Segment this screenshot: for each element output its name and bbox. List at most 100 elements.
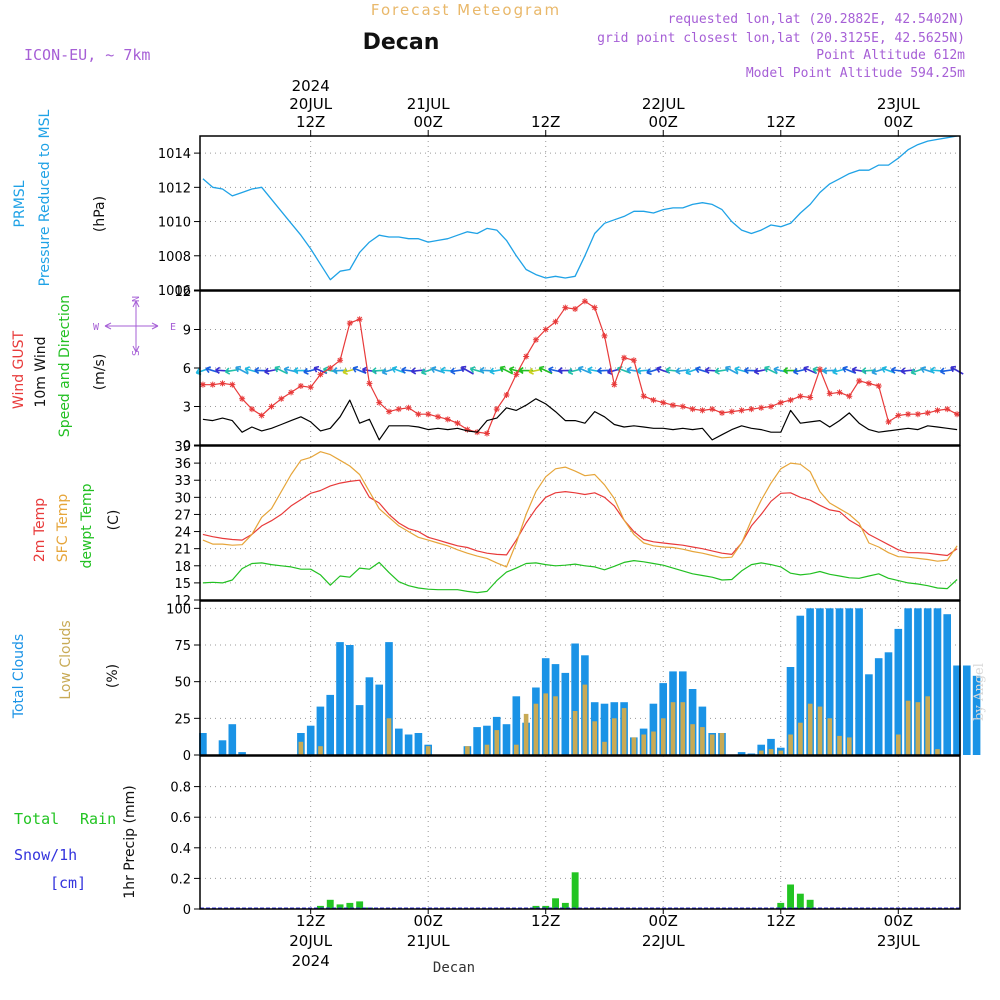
wind-gust-marker (572, 305, 579, 312)
total-clouds-bar (767, 738, 775, 755)
total-clouds-bar (865, 674, 873, 755)
temperature-ytick-label: 21 (174, 543, 191, 558)
wind-panel-labels: Wind GUST 10m Wind Speed and Direction (… (11, 295, 176, 437)
low-clouds-bar (582, 684, 588, 755)
total-clouds-bar (306, 725, 315, 755)
total-clouds-bar (600, 703, 609, 755)
compass-rose: N S W E (93, 296, 176, 356)
10m-wind-label: 10m Wind (33, 336, 49, 407)
bottom-axis-label: 2024 (292, 952, 330, 970)
low-clouds-bar (847, 737, 852, 755)
low-clouds-bar (915, 702, 921, 755)
wind-gust-marker (601, 332, 608, 339)
total-clouds-bar (835, 608, 844, 755)
low-clouds-bar (592, 721, 597, 755)
wind-gust-marker (297, 382, 304, 389)
low-clouds-bar (778, 750, 784, 755)
wind-direction-arrow (235, 365, 249, 375)
wind-gust-marker (787, 397, 794, 404)
precip-bar (317, 905, 324, 909)
total-clouds-bar (904, 608, 912, 755)
bottom-axis-label: 00Z (884, 912, 913, 930)
wind-gust-marker (895, 412, 902, 419)
low-clouds-bar (925, 696, 930, 755)
wind-arrow-shape (460, 365, 474, 375)
low-clouds-bar (465, 746, 470, 755)
top-axis-label: 23JUL (877, 95, 920, 113)
total-clouds-bar (806, 608, 814, 755)
wind-gust-marker (229, 381, 236, 388)
total-clouds-bar (894, 628, 903, 755)
wind-gust-marker (386, 408, 393, 415)
bottom-axis-label: 21JUL (407, 932, 450, 950)
wind-gust-marker (816, 366, 823, 373)
precip-ytick-label: 0.2 (170, 872, 191, 887)
wind-gust-marker (934, 407, 941, 414)
top-axis-label: 22JUL (642, 95, 685, 113)
wind-direction-arrow (352, 365, 367, 374)
hpa-unit-label: (hPa) (92, 196, 108, 232)
wind-ytick-label: 9 (183, 324, 191, 339)
temperature-ytick-label: 39 (174, 440, 191, 455)
wind-gust-marker (239, 395, 246, 402)
wind-gust-marker (826, 390, 833, 397)
wind-gust-marker (346, 320, 353, 327)
pressure-ytick-label: 1014 (158, 147, 191, 162)
percent-unit-label: (%) (105, 664, 121, 688)
bottom-axis-label: 12Z (766, 912, 795, 930)
wind-gust-marker (914, 411, 921, 418)
clouds-ytick-label: 25 (174, 712, 191, 727)
low-clouds-bar (386, 718, 392, 755)
temperature-ytick-label: 27 (174, 508, 191, 523)
low-clouds-bar (905, 700, 911, 755)
top-axis-label: 12Z (296, 113, 325, 131)
wind-arrow-shape (950, 365, 964, 375)
speed-direction-label: Speed and Direction (57, 295, 73, 437)
low-clouds-bar (837, 735, 842, 755)
total-clouds-bar (395, 728, 403, 755)
pressure-frame (199, 135, 961, 291)
wind-gust-marker (356, 316, 363, 323)
total-clouds-bar (512, 696, 521, 755)
precip-ytick-label: 0.4 (170, 842, 191, 857)
wind-ytick-label: 12 (174, 285, 191, 300)
wind-gust-marker (630, 357, 637, 364)
total-clouds-bar (796, 615, 805, 755)
precip-bar (336, 904, 344, 909)
wind-gust-marker (748, 406, 755, 413)
temp-dewpt-line (202, 559, 958, 594)
precip-mm-label: 1hr Precip (mm) (122, 785, 138, 898)
clouds-ytick-label: 50 (174, 676, 191, 691)
low-clouds-bar (543, 693, 548, 755)
wind-arrow-shape (842, 365, 857, 374)
wind-gust-marker (660, 399, 667, 406)
wind-gust-marker (415, 411, 422, 418)
total-clouds-bar (933, 608, 942, 755)
wind-direction-arrow (724, 365, 739, 375)
total-clouds-bar (365, 677, 374, 755)
ms-unit-label: (m/s) (92, 354, 108, 391)
total-clouds-bar (816, 608, 824, 755)
bottom-axis-label: 12Z (531, 912, 560, 930)
precip-bar (326, 899, 334, 909)
wind-arrow-shape (763, 365, 778, 375)
wind-ytick-label: 0 (183, 439, 191, 454)
low-clouds-bar (768, 749, 774, 755)
wind-gust-marker (337, 357, 344, 364)
wind-gust-marker (405, 404, 412, 411)
precip-bar (777, 902, 785, 909)
low-clouds-bar (670, 702, 676, 755)
total-clouds-bar (943, 614, 951, 755)
wind-arrow-shape (313, 365, 328, 375)
low-clouds-bar (572, 711, 578, 755)
low-clouds-bar (602, 741, 607, 755)
wind-gust-marker (376, 399, 383, 406)
compass-arrows (104, 300, 159, 353)
total-clouds-bar (972, 675, 981, 755)
precip-bar (346, 902, 354, 909)
top-axis-label: 00Z (884, 113, 913, 131)
total-clouds-bar (688, 689, 697, 755)
total-clouds-bar (375, 684, 383, 755)
clouds-ytick-label: 100 (166, 602, 191, 617)
wind-direction-arrows (195, 365, 964, 376)
